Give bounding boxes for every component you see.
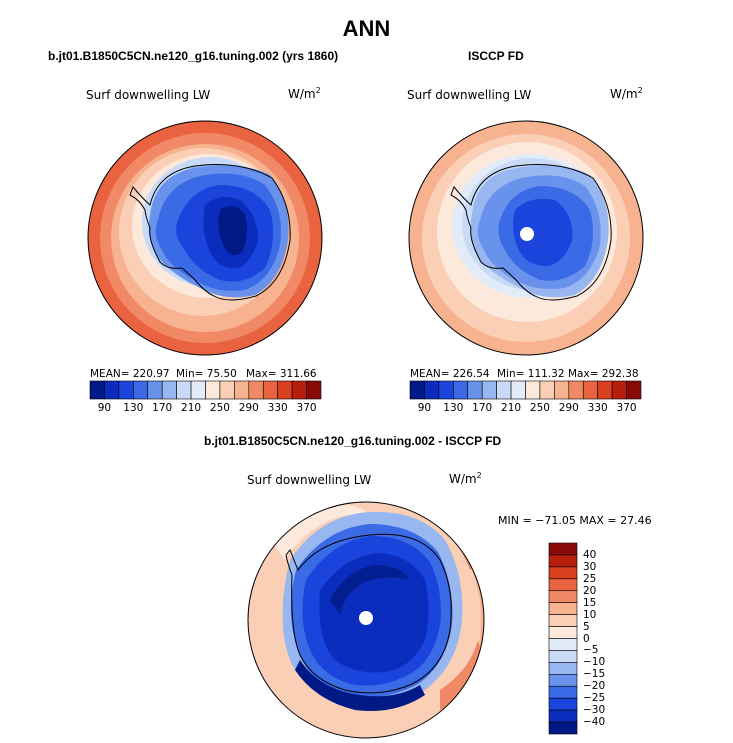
colorbar-swatch: [548, 721, 578, 735]
colorbar-tick-label: 40: [583, 548, 597, 561]
colorbar-tick-label: −10: [583, 656, 606, 669]
colorbar-tick-label: 250: [529, 402, 550, 414]
colorbar-tick-label: 5: [583, 620, 590, 633]
colorbar-tick-label: −5: [583, 644, 599, 657]
colorbar-tick-label: 170: [472, 402, 493, 414]
colorbar-tick-label: −40: [583, 716, 606, 729]
colorbar-tick-label: −30: [583, 704, 606, 717]
colorbar-tick-label: 20: [583, 584, 597, 597]
colorbar-swatch: [548, 685, 578, 699]
panel2-mean: MEAN= 226.54: [410, 368, 490, 380]
colorbar-tick-label: 370: [296, 402, 317, 414]
colorbar-tick-label: 330: [587, 402, 608, 414]
panel2-units: W/m2: [610, 86, 643, 101]
colorbar-swatch: [548, 709, 578, 723]
colorbar-tick-label: 210: [181, 402, 202, 414]
colorbar-tick-label: 0: [583, 632, 590, 645]
colorbar-tick-label: 330: [267, 402, 288, 414]
colorbar-swatch: [548, 542, 578, 556]
colorbar-swatch: [548, 697, 578, 711]
colorbar-swatch: [548, 566, 578, 580]
colorbar-tick-label: 210: [501, 402, 522, 414]
colorbar-tick-label: 90: [97, 402, 112, 414]
colorbar-tick-label: 370: [616, 402, 637, 414]
colorbar-swatch: [548, 638, 578, 651]
colorbar-tick-label: −15: [583, 668, 606, 681]
colorbar-swatch: [548, 650, 578, 663]
panel1-variable: Surf downwelling LW: [86, 88, 211, 102]
colorbar-swatch: [548, 662, 578, 675]
colorbar-swatch: [548, 590, 578, 603]
colorbar-swatch: [548, 602, 578, 615]
colorbar-swatch: [548, 674, 578, 687]
colorbar-tick-label: 10: [583, 608, 597, 621]
diff-header: b.jt01.B1850C5CN.ne120_g16.tuning.002 - …: [204, 434, 502, 448]
panel2-max: Max= 292.38: [568, 368, 639, 380]
colorbar-tick-label: −20: [583, 680, 606, 693]
panel2-variable: Surf downwelling LW: [407, 88, 532, 102]
colorbar-tick-label: 15: [583, 596, 597, 609]
panel2-colorbar: [409, 380, 642, 400]
panel1-mean: MEAN= 220.97: [90, 368, 170, 380]
panel2-min: Min= 111.32: [497, 368, 565, 380]
colorbar-tick-label: 90: [417, 402, 432, 414]
diff-minmax: MIN = −71.05 MAX = 27.46: [498, 514, 652, 527]
diff-units: W/m2: [449, 471, 482, 486]
colorbar-tick-label: −25: [583, 692, 606, 705]
colorbar-tick-label: 130: [443, 402, 464, 414]
colorbar-tick-label: 290: [238, 402, 259, 414]
panel1-min: Min= 75.50: [176, 368, 237, 380]
colorbar-tick-label: 25: [583, 572, 597, 585]
figure-title: ANN: [342, 16, 391, 41]
colorbar-tick-label: 130: [123, 402, 144, 414]
colorbar-swatch: [548, 614, 578, 627]
panel1-units: W/m2: [288, 86, 321, 101]
colorbar-swatch: [306, 380, 322, 400]
panel1-max: Max= 311.66: [246, 368, 317, 380]
colorbar-tick-label: 170: [152, 402, 173, 414]
panel1-colorbar: [89, 380, 322, 400]
colorbar-tick-label: 250: [209, 402, 230, 414]
colorbar-tick-label: 290: [558, 402, 579, 414]
panel1-header: b.jt01.B1850C5CN.ne120_g16.tuning.002 (y…: [48, 49, 339, 63]
panel2-header: ISCCP FD: [468, 49, 524, 63]
colorbar-swatch: [548, 554, 578, 568]
colorbar-swatch: [548, 578, 578, 592]
diff-variable: Surf downwelling LW: [247, 473, 372, 487]
colorbar-swatch: [548, 626, 578, 639]
colorbar-tick-label: 30: [583, 560, 597, 573]
colorbar-swatch: [626, 380, 642, 400]
diff-colorbar: [548, 542, 578, 735]
